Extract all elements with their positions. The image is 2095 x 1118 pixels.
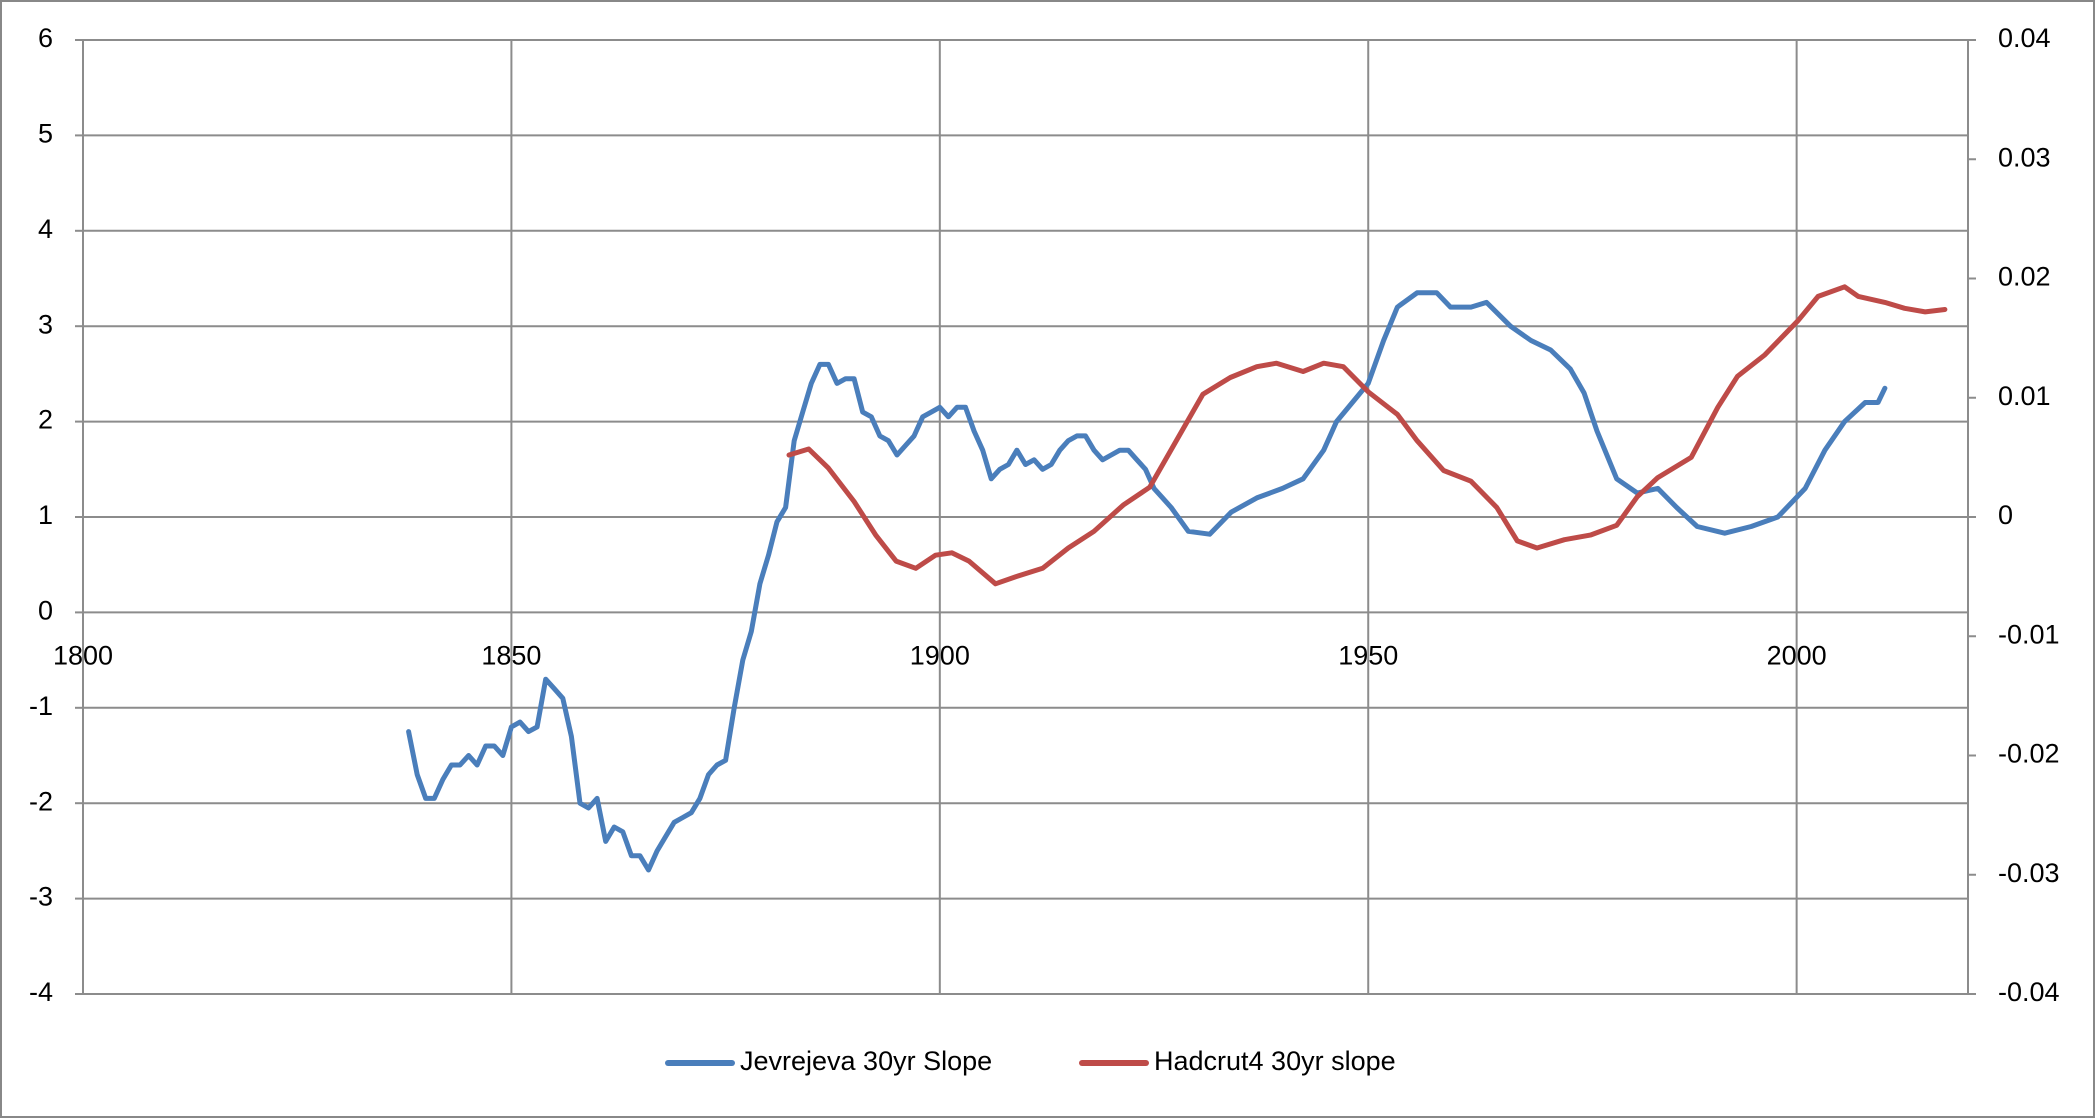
y-tick-label: -3 — [29, 882, 53, 912]
y-tick-label: 0 — [38, 596, 53, 626]
y-tick-label: -1 — [29, 691, 53, 721]
y-tick-label: 1 — [38, 500, 53, 530]
y-tick-label: 5 — [38, 119, 53, 149]
y-tick-label: -2 — [29, 786, 53, 816]
y2-tick-label: 0.03 — [1998, 142, 2051, 172]
x-tick-label: 1900 — [910, 641, 970, 671]
y-tick-label: 6 — [38, 23, 53, 53]
x-tick-label: 2000 — [1767, 641, 1827, 671]
y2-tick-label: -0.03 — [1998, 858, 2060, 888]
y-tick-label: -4 — [29, 977, 53, 1007]
x-tick-label: 1950 — [1338, 641, 1398, 671]
y2-tick-label: -0.02 — [1998, 739, 2060, 769]
y2-tick-label: 0.02 — [1998, 262, 2051, 292]
y2-tick-label: 0.04 — [1998, 23, 2051, 53]
y-tick-label: 2 — [38, 405, 53, 435]
y2-tick-label: -0.01 — [1998, 619, 2060, 649]
y2-tick-label: 0.01 — [1998, 381, 2051, 411]
legend-label: Hadcrut4 30yr slope — [1154, 1046, 1396, 1076]
y2-tick-label: -0.04 — [1998, 977, 2060, 1007]
y2-tick-label: 0 — [1998, 500, 2013, 530]
y-tick-label: 3 — [38, 309, 53, 339]
y-tick-label: 4 — [38, 214, 53, 244]
series-line — [786, 284, 1948, 587]
x-tick-label: 1850 — [481, 641, 541, 671]
legend-label: Jevrejeva 30yr Slope — [740, 1046, 992, 1076]
series-line — [406, 290, 1888, 873]
